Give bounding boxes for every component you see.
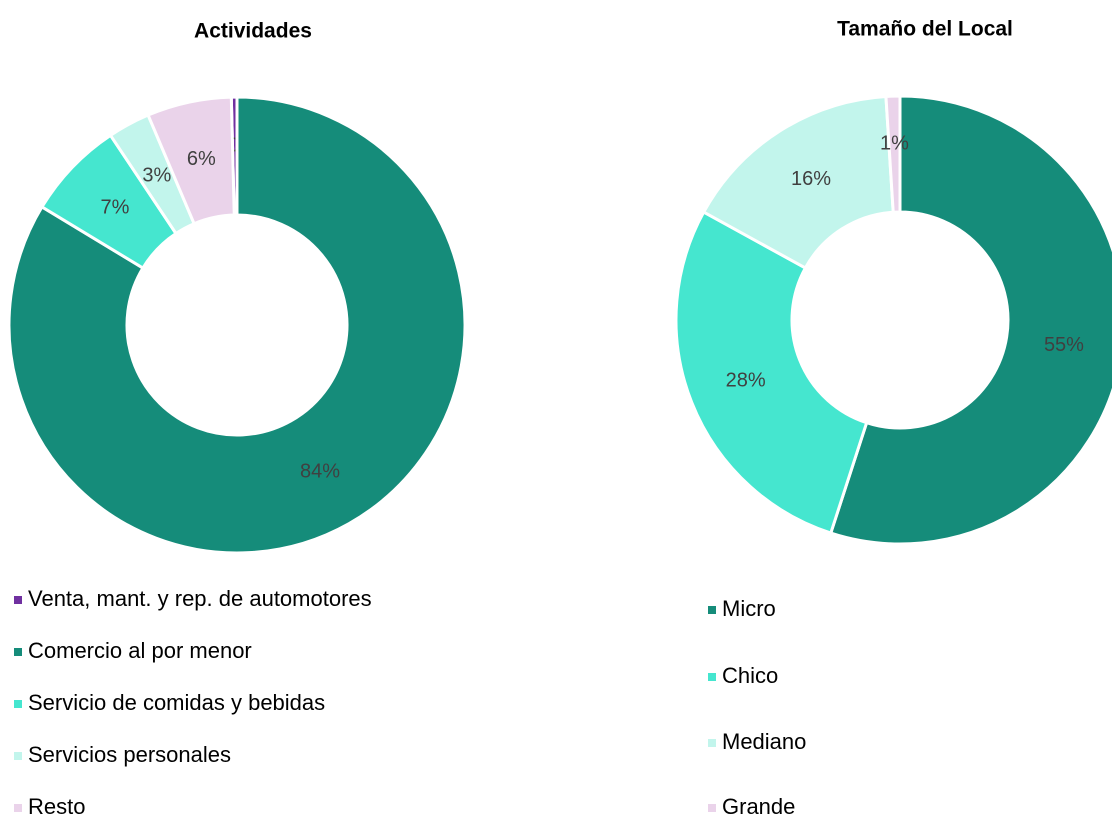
legend-marker (14, 596, 22, 604)
data-label: 1% (880, 132, 909, 154)
legend-marker (708, 804, 716, 812)
slice (146, 95, 236, 226)
chart-title: Tamaño del Local (837, 18, 1013, 41)
slice (7, 95, 467, 555)
legend-marker (708, 606, 716, 614)
legend-label: Grande (722, 794, 795, 819)
legend-marker (708, 673, 716, 681)
legend-marker (14, 648, 22, 656)
legend-label: Chico (722, 663, 778, 688)
chart-title: Actividades (194, 20, 312, 43)
data-label: 6% (187, 148, 216, 170)
legend-marker (14, 752, 22, 760)
legend-marker (14, 804, 22, 812)
legend-label: Servicio de comidas y bebidas (28, 690, 325, 715)
legend-label: Resto (28, 794, 85, 819)
legend-marker (708, 739, 716, 747)
data-label: 3% (142, 165, 171, 187)
legend-label: Mediano (722, 729, 806, 754)
legend-label: Micro (722, 596, 776, 621)
slice (674, 210, 869, 535)
legend-label: Servicios personales (28, 742, 231, 767)
legend-label: Venta, mant. y rep. de automotores (28, 586, 372, 611)
data-label: 55% (1044, 334, 1084, 356)
slice (701, 94, 895, 271)
data-label: 16% (791, 168, 831, 190)
data-label: 84% (300, 461, 340, 483)
data-label: 7% (100, 196, 129, 218)
data-label: 28% (726, 369, 766, 391)
legend-marker (14, 700, 22, 708)
legend-label: Comercio al por menor (28, 638, 252, 663)
slice (884, 94, 902, 214)
